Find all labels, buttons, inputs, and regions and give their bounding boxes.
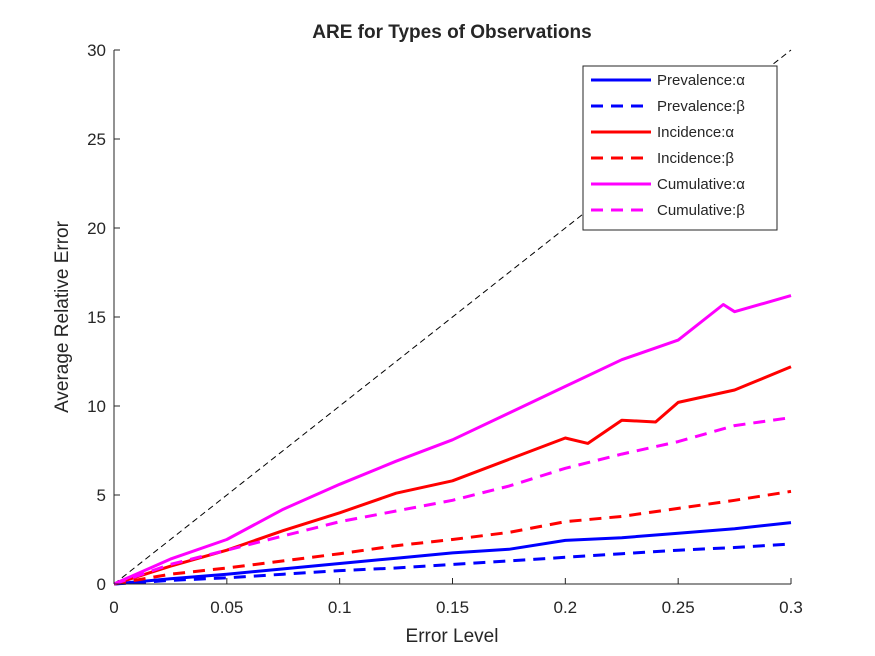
series-line-0 [113,521,792,586]
axes: 0 0.05 0.1 0.15 0.2 0.25 0.3 0 5 10 15 20 25 30 [87,41,803,617]
series-line-2 [113,365,792,586]
y-tick-label: 25 [87,130,106,149]
x-tick-label: 0.25 [662,598,695,617]
series-line-4 [113,294,792,586]
legend-entry: Incidence:β [657,150,734,167]
y-tick-label: 20 [87,219,106,238]
series-line-3 [113,489,792,586]
legend: Prevalence:α Prevalence:β Incidence:α Incid… [582,65,778,231]
y-tick-label: 30 [87,41,106,60]
x-tick-label: 0 [109,598,118,617]
y-tick-label: 5 [97,486,106,505]
chart-title: ARE for Types of Observations [312,22,591,43]
x-axis-label: Error Level [406,626,499,647]
legend-entry: Prevalence:β [657,98,745,115]
x-tick-label: 0.15 [436,598,469,617]
x-tick-label: 0.3 [779,598,803,617]
reference-diagonal-line [113,49,792,585]
y-tick-label: 10 [87,397,106,416]
legend-entry: Cumulative:β [657,202,745,219]
y-tick-label: 15 [87,308,106,327]
legend-box [582,65,778,231]
series-line-1 [113,542,792,586]
x-tick-label: 0.1 [328,598,352,617]
x-tick-label: 0.05 [210,598,243,617]
legend-entry: Cumulative:α [657,176,745,193]
y-tick-label: 0 [97,575,106,594]
x-tick-label: 0.2 [554,598,578,617]
y-axis-label: Average Relative Error [52,220,73,413]
reference-line-layer [113,49,792,585]
legend-entry: Incidence:α [657,124,734,141]
series-line-5 [113,416,792,586]
series-layer [113,294,792,586]
legend-entry: Prevalence:α [657,72,745,89]
